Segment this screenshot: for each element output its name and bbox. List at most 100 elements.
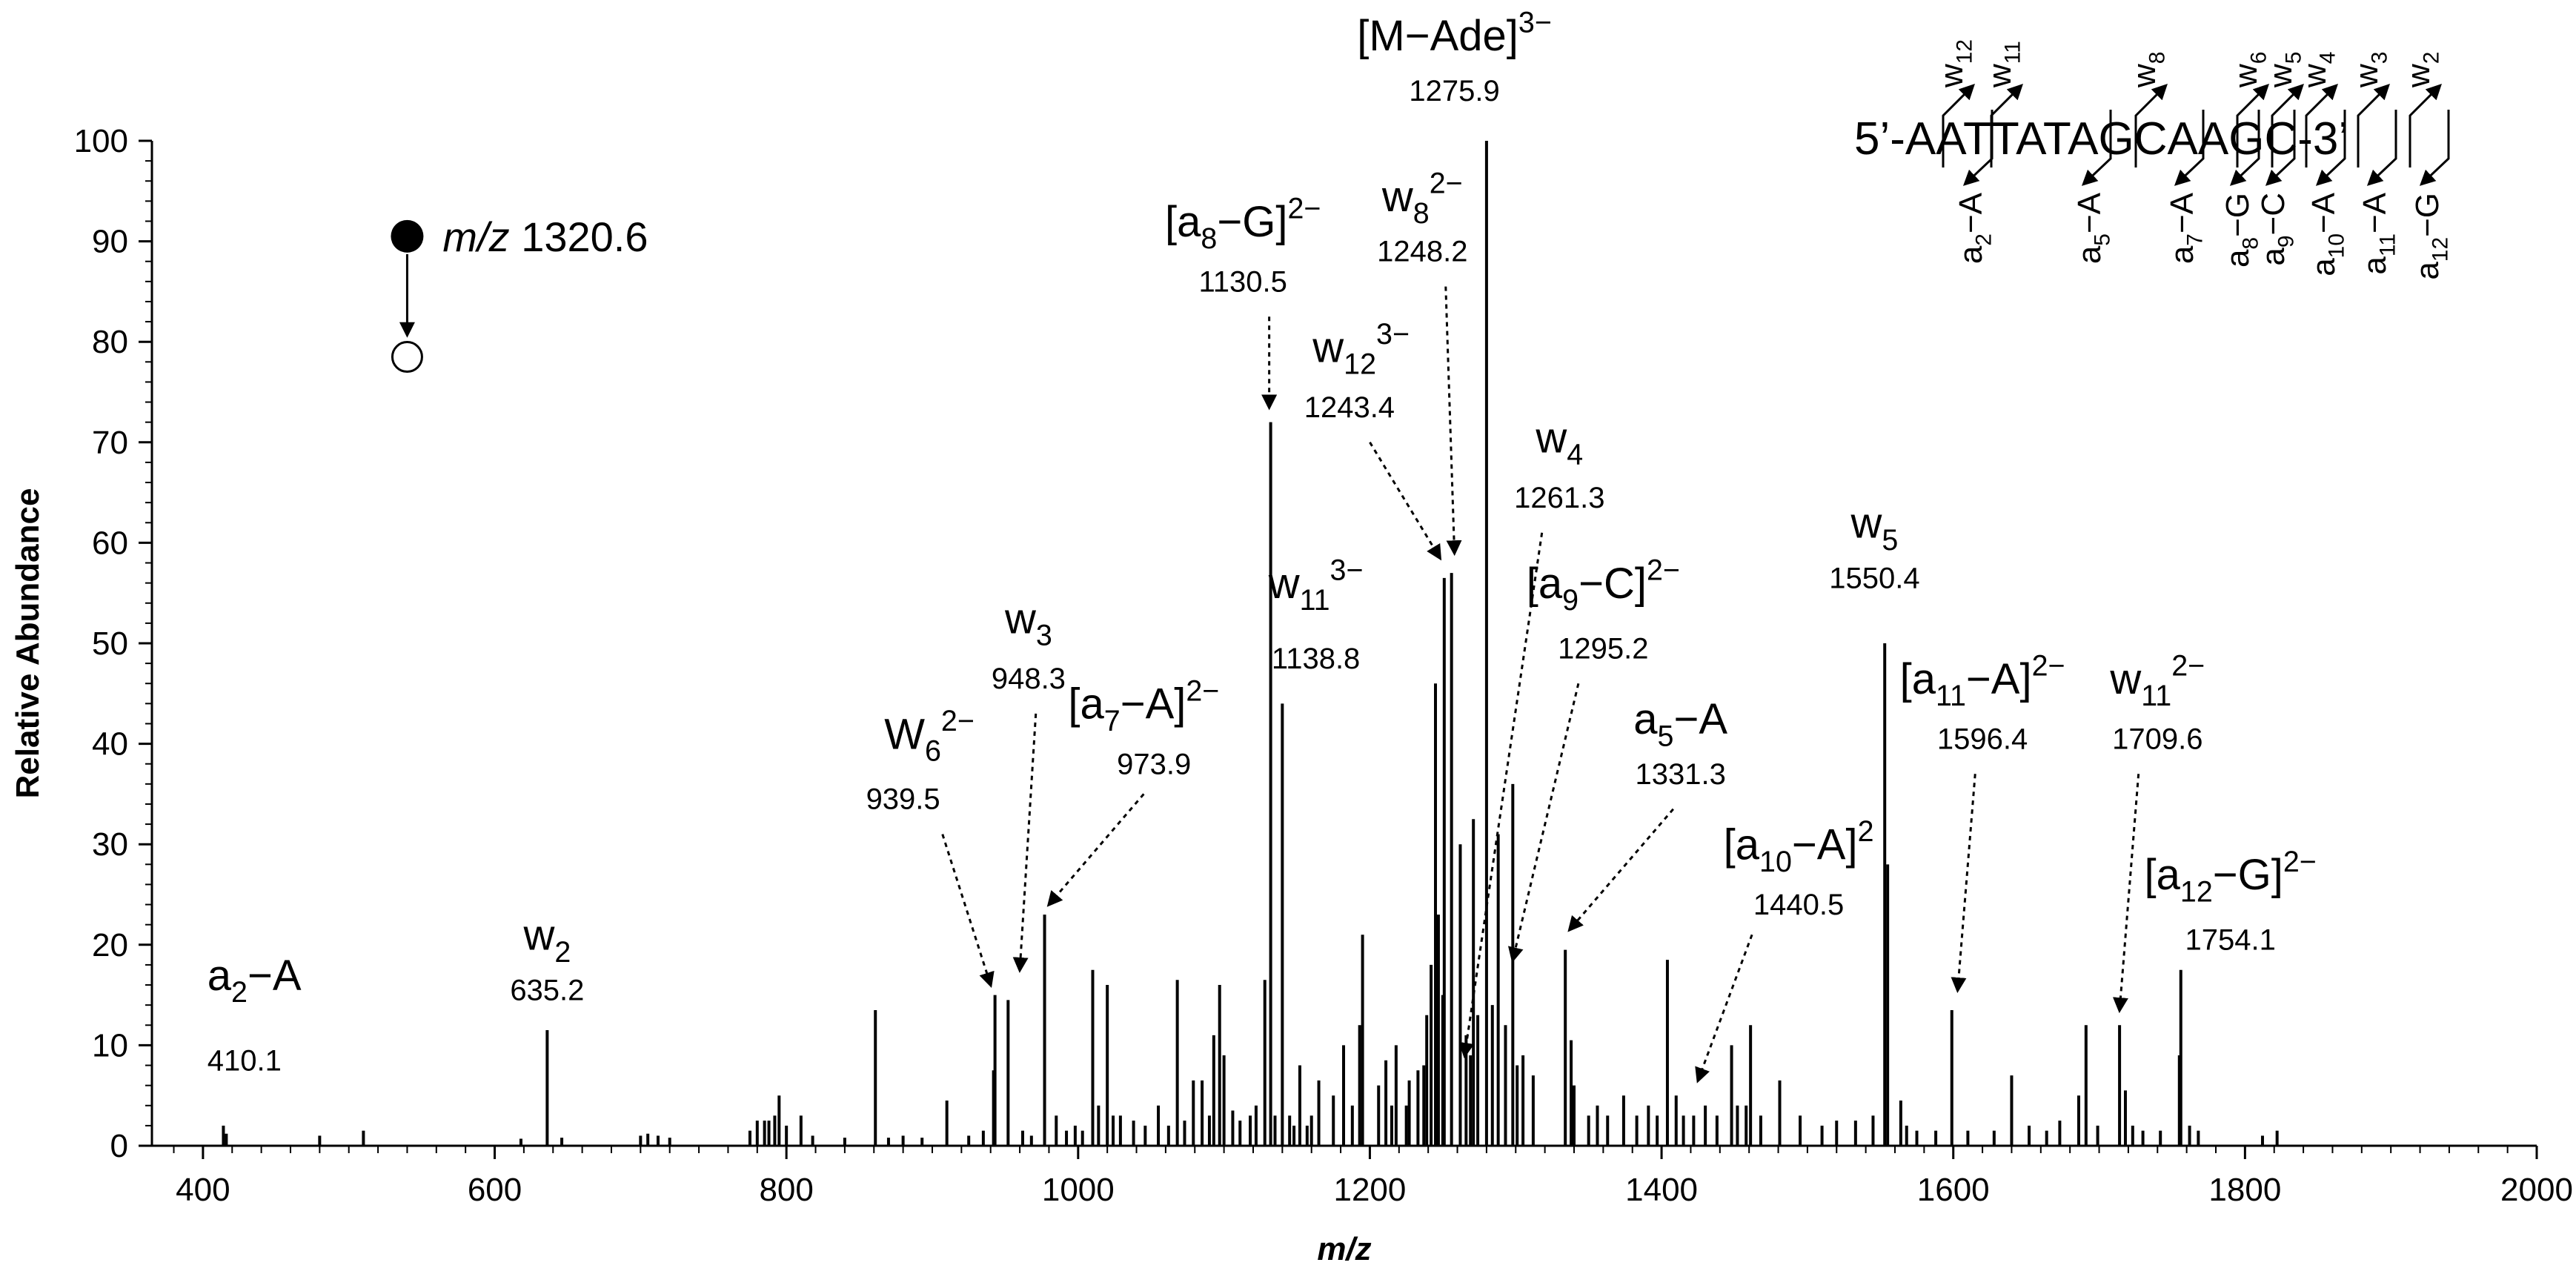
sequence-a-arrow — [2081, 110, 2112, 186]
sequence-inset: 5’-AATTATAGCAAGC-3’w12w11w8w6w5w4w3w2a2−… — [1854, 39, 2452, 280]
precursor-filled-circle-icon — [391, 219, 424, 253]
annotation-value-w12: 1243.4 — [1304, 391, 1395, 424]
precursor-label: m/z 1320.6 — [442, 213, 648, 260]
annotation-value-a11-a: 1596.4 — [1937, 723, 2028, 755]
annotation-arrow-a5-a — [1567, 808, 1674, 932]
y-tick-label: 40 — [92, 726, 128, 763]
annotation-label-made: [M−Ade]3− — [1357, 7, 1552, 60]
annotation-value-made: 1275.9 — [1409, 75, 1499, 107]
annotation-value-w4: 1261.3 — [1514, 482, 1604, 514]
x-axis-title: m/z — [1317, 1231, 1371, 1267]
annotation-arrow-a11-a — [1951, 774, 1976, 994]
x-tick-label: 800 — [759, 1172, 813, 1208]
sequence-w-label: w11 — [1982, 41, 2025, 88]
annotation-value-a2-a: 410.1 — [208, 1044, 282, 1077]
sequence-w-arrow — [2134, 84, 2168, 167]
sequence-a-label: a5−A — [2071, 192, 2114, 264]
sequence-w-arrow — [2236, 84, 2269, 167]
y-axis-title: Relative Abundance — [10, 488, 46, 799]
sequence-w-arrow — [1942, 84, 1975, 167]
annotation-label-a2-a: a2−A — [208, 952, 302, 1009]
x-tick-label: 600 — [468, 1172, 522, 1208]
sequence-a-arrow — [2419, 110, 2450, 186]
annotation-value-a9-c: 1295.2 — [1558, 632, 1648, 665]
annotation-value-w11-3: 1138.8 — [1272, 643, 1360, 675]
annotation-value-w11-2: 1709.6 — [2112, 723, 2202, 755]
annotation-label-w2: w2 — [522, 912, 571, 969]
annotation-label-a9-c: [a9−C]2− — [1527, 554, 1680, 617]
x-tick-label: 400 — [176, 1172, 230, 1208]
y-tick-label: 90 — [92, 224, 128, 260]
sequence-w-arrow — [2271, 84, 2304, 167]
y-tick-label: 10 — [92, 1027, 128, 1063]
y-tick-label: 70 — [92, 425, 128, 461]
y-tick-label: 30 — [92, 826, 128, 863]
annotation-label-a7-a: [a7−A]2− — [1068, 674, 1219, 737]
x-tick-label: 1400 — [1625, 1172, 1698, 1208]
annotation-value-w3: 948.3 — [992, 663, 1066, 695]
annotation-arrow-w8 — [1444, 286, 1462, 557]
annotation-arrow-w3 — [1012, 713, 1038, 973]
annotation-label-w8: w82− — [1381, 167, 1463, 230]
annotation-label-a8-g: [a8−G]2− — [1165, 192, 1321, 255]
annotation-value-a7-a: 973.9 — [1117, 748, 1191, 780]
sequence-w-arrow — [2305, 84, 2338, 167]
annotation-label-w11-2: w112− — [2109, 649, 2205, 712]
annotation-value-w8: 1248.2 — [1377, 236, 1467, 268]
annotation-arrow-w11-2 — [2112, 774, 2140, 1014]
sequence-w-label: w2 — [2400, 52, 2443, 88]
peaks — [222, 141, 2279, 1146]
annotation-label-w5: w5 — [1850, 500, 1899, 557]
sequence-w-arrow — [2409, 84, 2442, 167]
annotation-label-a10-a: [a10−A]2 — [1724, 815, 1874, 878]
annotation-value-w6: 939.5 — [866, 783, 940, 816]
annotation-label-a12-g: [a12−G]2− — [2145, 846, 2317, 909]
y-tick-label: 80 — [92, 324, 128, 360]
precursor-open-circle-icon — [391, 341, 423, 374]
annotation-label-w12: w123− — [1312, 318, 1410, 381]
y-tick-label: 100 — [74, 123, 128, 159]
sequence-a-label: a7−A — [2164, 192, 2207, 264]
annotation-value-w5: 1550.4 — [1829, 562, 1919, 594]
sequence-w-label: w12 — [1933, 39, 1976, 88]
x-tick-label: 1200 — [1333, 1172, 1406, 1208]
annotation-value-a5-a: 1331.3 — [1635, 758, 1725, 791]
annotation-arrow-w6 — [941, 834, 995, 989]
sequence-w-label: w3 — [2348, 52, 2391, 88]
sequence-a-label: a12−G — [2409, 193, 2452, 280]
y-tick-label: 60 — [92, 525, 128, 561]
y-tick-label: 0 — [110, 1128, 128, 1164]
annotation-label-w4: w4 — [1535, 414, 1583, 471]
annotations: a2−A 410.1 w2 635.2 W62− 939.5 w3 948.3[a7−A]2−… — [208, 7, 2317, 1083]
annotation-label-a11-a: [a11−A]2− — [1900, 649, 2065, 712]
sequence-a-arrow — [2366, 110, 2397, 186]
annotation-value-a8-g: 1130.5 — [1199, 265, 1287, 298]
x-tick-label: 1000 — [1042, 1172, 1115, 1208]
annotation-label-w6: W62− — [884, 705, 975, 768]
sequence-text: 5’-AATTATAGCAAGC-3’ — [1854, 113, 2348, 165]
sequence-w-label: w8 — [2126, 52, 2169, 88]
annotation-arrow-a7-a — [1046, 793, 1145, 907]
annotation-arrow-w12 — [1369, 442, 1442, 561]
axes: 400 600 800 1000 1200 1400 1600 1800 2000 0 10 20 30… — [10, 123, 2573, 1267]
y-tick-label: 50 — [92, 625, 128, 662]
sequence-a-arrow — [2229, 110, 2260, 186]
sequence-a-arrow — [2265, 110, 2296, 186]
annotation-label-a5-a: a5−A — [1633, 695, 1727, 752]
annotation-value-a12-g: 1754.1 — [2185, 924, 2276, 957]
annotation-label-w11-3: w113− — [1268, 554, 1364, 617]
sequence-a-label: a8−G — [2220, 193, 2263, 268]
x-tick-label: 1800 — [2208, 1172, 2281, 1208]
y-tick-label: 20 — [92, 927, 128, 963]
sequence-a-label: a2−A — [1953, 192, 1996, 264]
annotation-arrow-a9-c — [1507, 683, 1580, 963]
annotation-label-w3: w3 — [1004, 594, 1052, 651]
x-tick-label: 1600 — [1917, 1172, 1990, 1208]
sequence-a-arrow — [1962, 110, 1994, 186]
annotation-value-w2: 635.2 — [510, 974, 584, 1006]
sequence-a-arrow — [2174, 110, 2205, 186]
sequence-a-arrow — [2315, 110, 2346, 186]
annotation-value-a10-a: 1440.5 — [1753, 889, 1844, 921]
sequence-w-arrow — [2357, 84, 2390, 167]
